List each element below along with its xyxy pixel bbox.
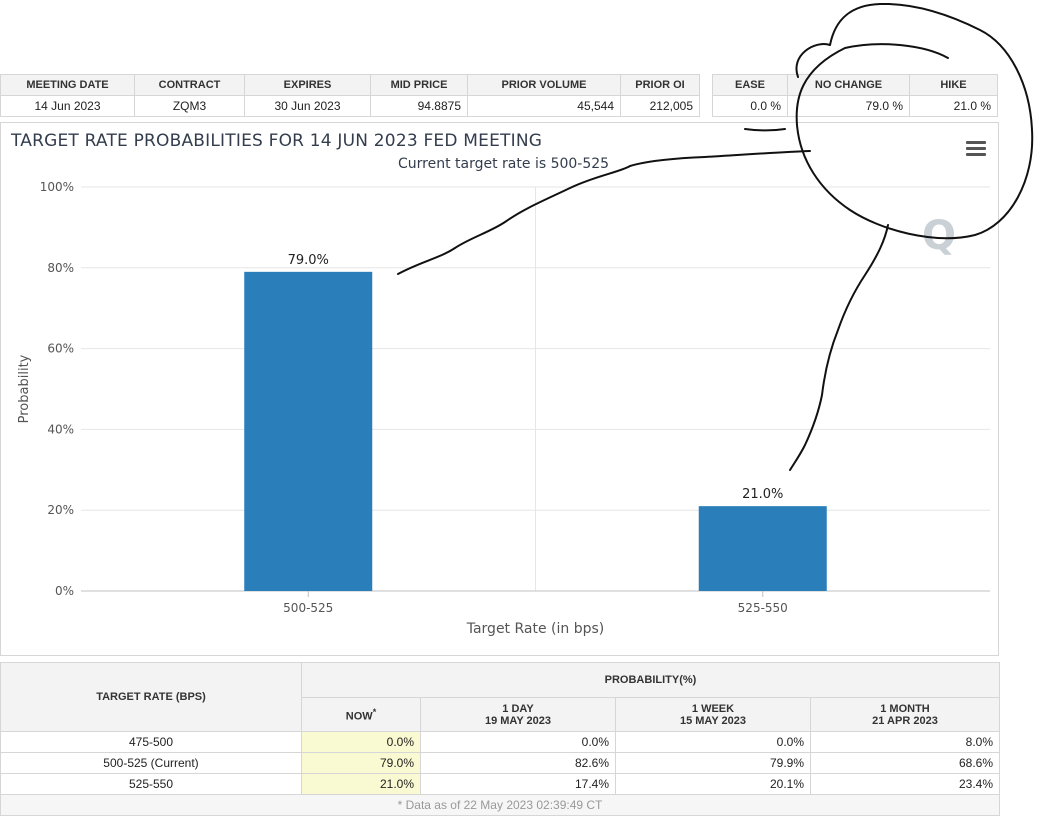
now-cell: 21.0%: [301, 773, 421, 795]
y-tick-label: 40%: [47, 422, 74, 436]
table-gap: [699, 95, 713, 117]
header-expires: EXPIRES: [244, 74, 371, 96]
x-tick-label: 500-525: [283, 601, 333, 615]
header-target-rate: TARGET RATE (BPS): [0, 662, 302, 732]
y-tick-label: 100%: [40, 180, 74, 194]
day-cell: 17.4%: [420, 773, 616, 795]
header-no-change: NO CHANGE: [787, 74, 910, 96]
bar: [698, 506, 827, 591]
day-date: 19 MAY 2023: [484, 714, 552, 727]
summary-value-row: 14 Jun 2023 ZQM3 30 Jun 2023 94.8875 45,…: [0, 95, 998, 117]
contract-summary-table: MEETING DATE CONTRACT EXPIRES MID PRICE …: [0, 74, 998, 117]
table-gap: [699, 74, 713, 96]
header-prior-oi: PRIOR OI: [620, 74, 700, 96]
value-expires: 30 Jun 2023: [244, 95, 371, 117]
table-row: 525-550 21.0% 17.4% 20.1% 23.4%: [0, 773, 1000, 795]
summary-header-row: MEETING DATE CONTRACT EXPIRES MID PRICE …: [0, 74, 998, 96]
data-timestamp-note: * Data as of 22 May 2023 02:39:49 CT: [0, 794, 1000, 816]
value-mid-price: 94.8875: [370, 95, 468, 117]
header-prior-volume: PRIOR VOLUME: [467, 74, 621, 96]
day-cell: 0.0%: [420, 731, 616, 753]
header-meeting-date: MEETING DATE: [0, 74, 135, 96]
header-mid-price: MID PRICE: [370, 74, 468, 96]
now-label: NOW: [345, 710, 373, 723]
header-1-day: 1 DAY 19 MAY 2023: [420, 697, 616, 732]
value-no-change: 79.0 %: [787, 95, 910, 117]
y-tick-label: 80%: [47, 261, 74, 275]
rate-cell: 500-525 (Current): [0, 752, 302, 774]
y-tick-label: 20%: [47, 503, 74, 517]
x-tick-label: 525-550: [738, 601, 788, 615]
week-cell: 79.9%: [615, 752, 811, 774]
hamburger-menu-icon[interactable]: [966, 141, 986, 157]
bar-data-label: 79.0%: [288, 253, 329, 268]
bar-chart: 0% 20% 40% 60% 80% 100% 79.0% 500-525 21.0% 525-5…: [17, 180, 990, 637]
now-cell: 79.0%: [301, 752, 421, 774]
prob-header-row-2: NOW* 1 DAY 19 MAY 2023 1 WEEK 15 MAY 2023 …: [1, 697, 1000, 732]
footnote-row: * Data as of 22 May 2023 02:39:49 CT: [0, 794, 1000, 816]
q-logo-icon: Q: [922, 213, 957, 259]
month-date: 21 APR 2023: [872, 714, 938, 727]
week-cell: 0.0%: [615, 731, 811, 753]
value-contract: ZQM3: [134, 95, 245, 117]
month-cell: 68.6%: [810, 752, 1000, 774]
week-label: 1 WEEK: [691, 702, 735, 715]
x-axis-title: Target Rate (in bps): [466, 621, 605, 637]
day-cell: 82.6%: [420, 752, 616, 774]
value-prior-volume: 45,544: [467, 95, 621, 117]
chart-title: TARGET RATE PROBABILITIES FOR 14 JUN 202…: [11, 131, 543, 151]
header-now: NOW*: [301, 697, 421, 732]
header-ease: EASE: [712, 74, 788, 96]
y-axis-title: Probability: [17, 354, 32, 423]
header-1-month: 1 MONTH 21 APR 2023: [810, 697, 1000, 732]
bar: [244, 271, 373, 591]
y-tick-label: 0%: [55, 584, 74, 598]
month-cell: 23.4%: [810, 773, 1000, 795]
now-marker: *: [372, 706, 377, 717]
probability-table: TARGET RATE (BPS) PROBABILITY(%) NOW* 1 …: [0, 662, 1000, 816]
value-hike: 21.0 %: [909, 95, 998, 117]
month-cell: 8.0%: [810, 731, 1000, 753]
value-meeting-date: 14 Jun 2023: [0, 95, 135, 117]
value-ease: 0.0 %: [712, 95, 788, 117]
chart-panel: TARGET RATE PROBABILITIES FOR 14 JUN 202…: [0, 122, 999, 656]
week-cell: 20.1%: [615, 773, 811, 795]
header-contract: CONTRACT: [134, 74, 245, 96]
table-row: 475-500 0.0% 0.0% 0.0% 8.0%: [0, 731, 1000, 753]
header-hike: HIKE: [909, 74, 998, 96]
week-date: 15 MAY 2023: [679, 714, 747, 727]
y-tick-label: 60%: [47, 342, 74, 356]
value-prior-oi: 212,005: [620, 95, 700, 117]
now-cell: 0.0%: [301, 731, 421, 753]
day-label: 1 DAY: [502, 702, 534, 715]
bar-data-label: 21.0%: [742, 487, 783, 502]
header-probability: PROBABILITY(%): [301, 662, 1000, 698]
prob-header-row-1: TARGET RATE (BPS) PROBABILITY(%): [0, 662, 1000, 732]
rate-cell: 475-500: [0, 731, 302, 753]
table-row: 500-525 (Current) 79.0% 82.6% 79.9% 68.6…: [0, 752, 1000, 774]
month-label: 1 MONTH: [880, 702, 930, 715]
rate-cell: 525-550: [0, 773, 302, 795]
header-1-week: 1 WEEK 15 MAY 2023: [615, 697, 811, 732]
